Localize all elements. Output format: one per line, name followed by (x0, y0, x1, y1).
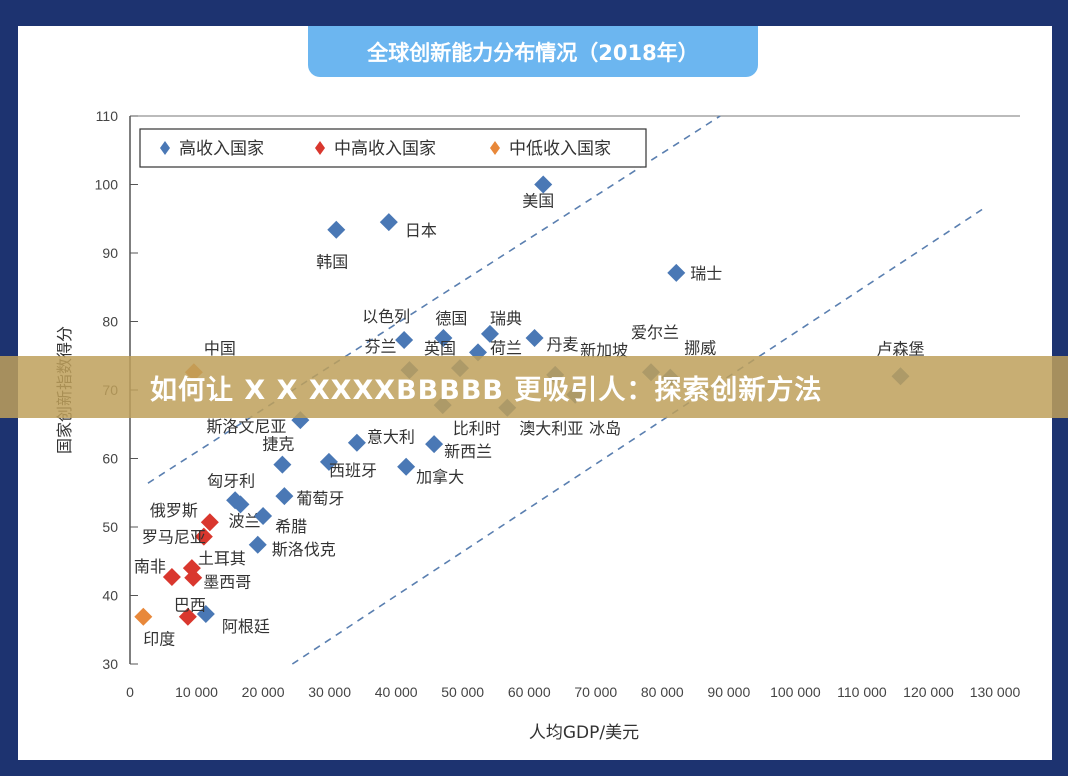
data-point-high-income (667, 263, 686, 282)
y-tick-label: 40 (102, 588, 118, 604)
data-point-high-income (525, 328, 544, 347)
legend-label: 中高收入国家 (334, 139, 436, 159)
point-label: 匈牙利 (207, 471, 255, 490)
point-label: 德国 (435, 309, 467, 328)
y-tick-label: 110 (96, 108, 119, 124)
legend-marker-lower-middle-income (490, 141, 500, 155)
x-axis-label: 人均GDP/美元 (529, 723, 639, 743)
point-label: 希腊 (275, 517, 307, 536)
legend-label: 高收入国家 (179, 139, 264, 159)
x-tick-label: 50 000 (441, 684, 484, 700)
data-point-high-income (196, 604, 215, 623)
point-label: 土耳其 (198, 549, 246, 568)
point-label: 葡萄牙 (296, 489, 344, 508)
x-tick-label: 20 000 (242, 684, 285, 700)
data-point-high-income (248, 535, 267, 554)
y-tick-label: 90 (102, 245, 118, 261)
point-label: 捷克 (262, 435, 294, 454)
point-label: 荷兰 (490, 338, 522, 357)
data-point-high-income (395, 330, 414, 349)
point-label: 俄罗斯 (150, 501, 198, 520)
data-point-high-income (319, 452, 338, 471)
data-point-high-income (480, 324, 499, 343)
y-tick-label: 80 (102, 314, 118, 330)
x-tick-label: 30 000 (308, 684, 351, 700)
point-label: 加拿大 (416, 468, 464, 487)
data-point-high-income (254, 507, 273, 526)
point-label: 南非 (134, 557, 166, 576)
point-label: 爱尔兰 (631, 323, 679, 342)
point-label: 卢森堡 (877, 339, 925, 358)
y-tick-label: 60 (102, 451, 118, 467)
data-point-high-income (347, 433, 366, 452)
point-label: 墨西哥 (203, 573, 251, 592)
point-label: 中国 (204, 339, 236, 358)
data-point-upper-middle-income (194, 527, 213, 546)
reference-line (291, 206, 987, 665)
reference-line (147, 115, 721, 484)
point-label: 英国 (424, 339, 456, 358)
x-tick-label: 70 000 (574, 684, 617, 700)
point-label: 罗马尼亚 (142, 528, 206, 547)
data-point-high-income (534, 175, 553, 194)
point-label: 挪威 (684, 339, 716, 358)
y-tick-label: 30 (102, 656, 118, 672)
point-label: 瑞士 (690, 264, 722, 283)
point-label: 斯洛伐克 (272, 540, 336, 559)
data-point-upper-middle-income (200, 513, 219, 532)
legend-label: 中低收入国家 (509, 139, 611, 159)
data-point-upper-middle-income (184, 568, 203, 587)
data-point-high-income (434, 328, 453, 347)
data-point-high-income (275, 487, 294, 506)
point-label: 丹麦 (547, 335, 579, 354)
x-tick-label: 110 000 (837, 684, 887, 700)
x-tick-label: 60 000 (508, 684, 551, 700)
point-label: 澳大利亚 (519, 419, 583, 438)
chart-title: 全球创新能力分布情况（2018年） (308, 26, 758, 77)
point-label: 阿根廷 (222, 617, 270, 636)
point-label: 瑞典 (490, 309, 522, 328)
data-point-high-income (397, 457, 416, 476)
x-tick-label: 120 000 (903, 684, 954, 700)
x-tick-label: 80 000 (641, 684, 684, 700)
data-point-upper-middle-income (162, 568, 181, 587)
point-label: 美国 (522, 192, 554, 211)
x-tick-label: 10 000 (175, 684, 218, 700)
point-label: 冰岛 (589, 419, 621, 438)
point-label: 芬兰 (364, 337, 396, 356)
point-label: 韩国 (316, 253, 348, 272)
point-label: 新西兰 (444, 442, 492, 461)
data-point-upper-middle-income (178, 607, 197, 626)
point-label: 西班牙 (329, 461, 377, 480)
y-tick-label: 50 (102, 519, 118, 535)
point-label: 印度 (143, 630, 175, 649)
x-tick-label: 90 000 (707, 684, 750, 700)
banner-text: 如何让 X X XXXXBBBBB 更吸引人：探索创新方法 (150, 374, 823, 406)
point-label: 波兰 (228, 511, 260, 530)
legend (139, 128, 647, 168)
legend-marker-upper-middle-income (315, 141, 325, 155)
data-point-high-income (231, 495, 250, 514)
x-tick-label: 0 (126, 684, 134, 700)
point-label: 以色列 (362, 307, 410, 326)
legend-marker-high-income (160, 141, 170, 155)
data-point-high-income (273, 455, 292, 474)
point-label: 比利时 (453, 419, 501, 438)
point-label: 巴西 (174, 596, 206, 615)
point-label: 日本 (405, 221, 437, 240)
data-point-lower-middle-income (134, 607, 153, 626)
point-label: 斯洛文尼亚 (206, 417, 286, 436)
point-label: 意大利 (367, 428, 415, 447)
data-point-high-income (425, 435, 444, 454)
y-tick-label: 100 (95, 177, 119, 193)
overlay-banner: 如何让 X X XXXXBBBBB 更吸引人：探索创新方法 (0, 356, 1068, 418)
data-point-high-income (327, 220, 346, 239)
chart-title-text: 全球创新能力分布情况（2018年） (367, 40, 699, 65)
x-tick-label: 40 000 (375, 684, 418, 700)
point-label: 新加坡 (580, 341, 628, 360)
x-tick-label: 100 000 (770, 684, 821, 700)
data-point-high-income (379, 213, 398, 232)
x-tick-label: 130 000 (970, 684, 1021, 700)
